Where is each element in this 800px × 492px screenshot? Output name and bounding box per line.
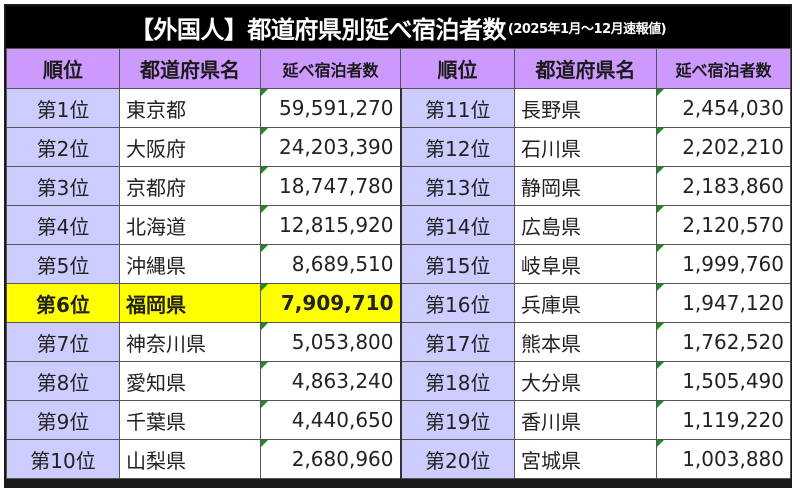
rank-cell: 第8位 [6,361,120,401]
prefecture-cell: 宮城県 [514,439,657,479]
prefecture-cell: 岐阜県 [514,244,657,284]
table-row: 第2位 大阪府 24,203,390 第12位 石川県 2,202,210 [6,127,791,167]
header-value: 延べ宿泊者数 [260,48,401,89]
value-cell: 1,505,490 [656,361,791,401]
title-main: 【外国人】都道府県別延べ宿泊者数 [129,15,507,44]
value-cell: 18,747,780 [260,166,401,206]
rank-cell: 第12位 [399,127,515,167]
prefecture-cell: 福岡県 [119,283,261,323]
rank-cell: 第19位 [399,400,515,440]
value-cell: 2,183,860 [656,166,791,206]
prefecture-cell: 香川県 [514,400,657,440]
value-cell: 2,202,210 [656,127,791,167]
header-prefecture: 都道府県名 [514,48,657,89]
table-row: 第5位 沖縄県 8,689,510 第15位 岐阜県 1,999,760 [6,244,791,284]
prefecture-cell: 東京都 [119,88,261,128]
rank-cell: 第3位 [6,166,120,206]
table-row: 第10位 山梨県 2,680,960 第20位 宮城県 1,003,880 [6,439,791,479]
rank-cell: 第7位 [6,322,120,362]
header-rank: 順位 [6,48,120,89]
table-row: 第8位 愛知県 4,863,240 第18位 大分県 1,505,490 [6,361,791,401]
rank-cell: 第20位 [399,439,515,479]
prefecture-cell: 長野県 [514,88,657,128]
value-cell: 1,762,520 [656,322,791,362]
prefecture-cell: 石川県 [514,127,657,167]
value-cell: 4,863,240 [260,361,401,401]
header-rank: 順位 [400,48,515,89]
rank-cell: 第5位 [6,244,120,284]
value-cell: 1,999,760 [656,244,791,284]
rank-cell: 第16位 [399,283,515,323]
table-row: 第9位 千葉県 4,440,650 第19位 香川県 1,119,220 [6,400,791,440]
table-row: 第3位 京都府 18,747,780 第13位 静岡県 2,183,860 [6,166,791,206]
prefecture-cell: 愛知県 [119,361,261,401]
prefecture-cell: 沖縄県 [119,244,261,284]
rank-cell: 第17位 [399,322,515,362]
table-body: 第1位 東京都 59,591,270 第11位 長野県 2,454,030 第2位 大阪府 24… [6,88,791,479]
rank-cell: 第6位 [6,283,120,323]
value-cell: 2,120,570 [656,205,791,245]
value-cell: 4,440,650 [260,400,401,440]
rank-cell: 第4位 [6,205,120,245]
rank-cell: 第11位 [399,88,515,128]
value-cell: 8,689,510 [260,244,401,284]
prefecture-cell: 山梨県 [119,439,261,479]
value-cell: 59,591,270 [260,88,401,128]
rank-cell: 第18位 [399,361,515,401]
table-row: 第7位 神奈川県 5,053,800 第17位 熊本県 1,762,520 [6,322,791,362]
value-cell: 24,203,390 [260,127,401,167]
prefecture-cell: 京都府 [119,166,261,206]
prefecture-cell: 千葉県 [119,400,261,440]
value-cell: 12,815,920 [260,205,401,245]
table-row: 第1位 東京都 59,591,270 第11位 長野県 2,454,030 [6,88,791,128]
prefecture-cell: 熊本県 [514,322,657,362]
rank-cell: 第13位 [399,166,515,206]
table-row: 第6位 福岡県 7,909,710 第16位 兵庫県 1,947,120 [6,283,791,323]
value-cell: 1,003,880 [656,439,791,479]
ranking-table: 順位 都道府県名 延べ宿泊者数 順位 都道府県名 延べ宿泊者数 第1位 東京都 59… [6,48,791,479]
prefecture-cell: 北海道 [119,205,261,245]
header-prefecture: 都道府県名 [119,48,261,89]
prefecture-cell: 静岡県 [514,166,657,206]
prefecture-cell: 大阪府 [119,127,261,167]
value-cell: 5,053,800 [260,322,401,362]
header-value: 延べ宿泊者数 [656,48,791,89]
prefecture-cell: 神奈川県 [119,322,261,362]
rank-cell: 第1位 [6,88,120,128]
value-cell: 2,680,960 [260,439,401,479]
title-subtitle: (2025年1月～12月速報値) [507,21,667,37]
table-row: 第4位 北海道 12,815,920 第14位 広島県 2,120,570 [6,205,791,245]
value-cell: 2,454,030 [656,88,791,128]
rank-cell: 第15位 [399,244,515,284]
rank-cell: 第14位 [399,205,515,245]
header-row: 順位 都道府県名 延べ宿泊者数 順位 都道府県名 延べ宿泊者数 [6,48,791,89]
value-cell: 1,947,120 [656,283,791,323]
prefecture-cell: 大分県 [514,361,657,401]
prefecture-cell: 兵庫県 [514,283,657,323]
value-cell: 1,119,220 [656,400,791,440]
value-cell: 7,909,710 [260,283,401,323]
ranking-table-frame: 【外国人】都道府県別延べ宿泊者数 (2025年1月～12月速報値) 順位 都道府… [4,4,792,488]
rank-cell: 第10位 [6,439,120,479]
table-title: 【外国人】都道府県別延べ宿泊者数 (2025年1月～12月速報値) [6,6,790,48]
prefecture-cell: 広島県 [514,205,657,245]
rank-cell: 第9位 [6,400,120,440]
rank-cell: 第2位 [6,127,120,167]
